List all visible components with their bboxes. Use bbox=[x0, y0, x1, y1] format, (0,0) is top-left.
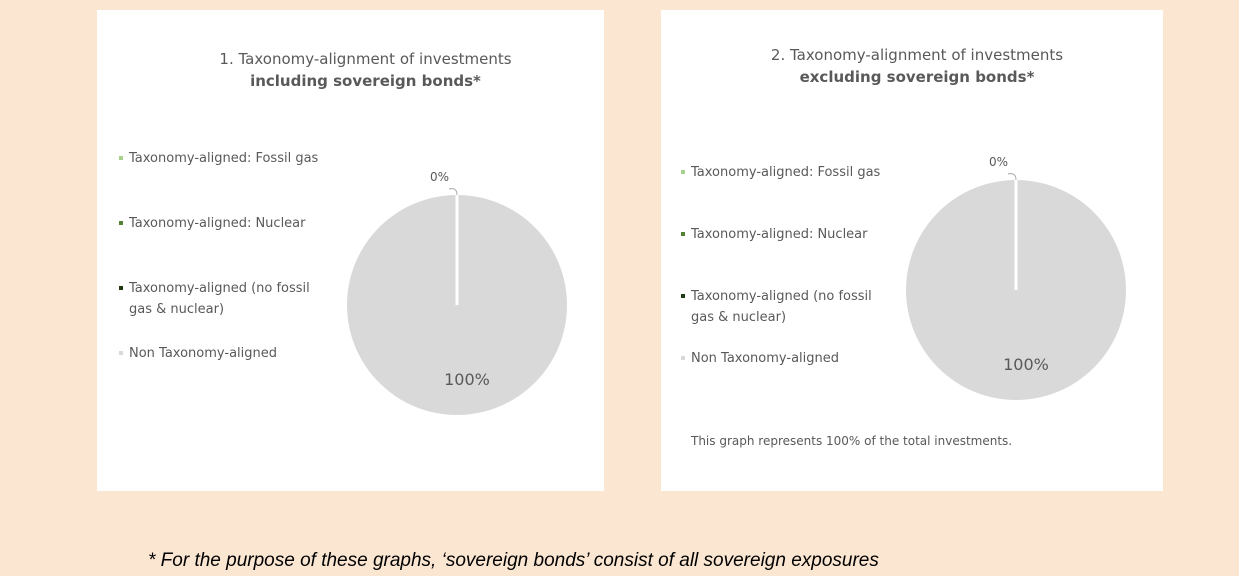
chart-subtitle: including sovereign bonds* bbox=[250, 72, 481, 90]
legend-label: Taxonomy-aligned (no fossil gas & nuclea… bbox=[691, 289, 872, 325]
legend-label: Non Taxonomy-aligned bbox=[129, 346, 277, 361]
chart-subtitle: excluding sovereign bonds* bbox=[799, 68, 1035, 86]
legend-label: Taxonomy-aligned: Fossil gas bbox=[129, 151, 319, 166]
legend: Taxonomy-aligned: Fossil gas Taxonomy-al… bbox=[681, 162, 891, 410]
chart-title-line: 2. Taxonomy-alignment of investments bbox=[770, 46, 1064, 64]
chart-note: This graph represents 100% of the total … bbox=[691, 434, 1013, 448]
legend-item: Taxonomy-aligned (no fossil gas & nuclea… bbox=[119, 278, 329, 343]
pie-chart: 0% 100% bbox=[906, 155, 1126, 400]
legend-item: Non Taxonomy-aligned bbox=[681, 348, 891, 410]
legend-item: Non Taxonomy-aligned bbox=[119, 343, 329, 408]
chart-title: 2. Taxonomy-alignment of investments exc… bbox=[671, 44, 1163, 88]
legend-swatch bbox=[681, 232, 685, 236]
legend: Taxonomy-aligned: Fossil gas Taxonomy-al… bbox=[119, 148, 329, 408]
data-label: 0% bbox=[989, 155, 1008, 169]
legend-label: Taxonomy-aligned (no fossil gas & nuclea… bbox=[129, 281, 310, 317]
chart-panel-2: 2. Taxonomy-alignment of investments exc… bbox=[661, 10, 1163, 491]
data-label: 0% bbox=[430, 170, 449, 184]
legend-item: Taxonomy-aligned (no fossil gas & nuclea… bbox=[681, 286, 891, 348]
legend-label: Taxonomy-aligned: Fossil gas bbox=[691, 165, 881, 180]
legend-swatch bbox=[681, 170, 685, 174]
chart-title-line: 1. Taxonomy-alignment of investments bbox=[219, 50, 512, 68]
legend-swatch bbox=[681, 356, 685, 360]
legend-item: Taxonomy-aligned: Nuclear bbox=[119, 213, 329, 278]
footnote: * For the purpose of these graphs, ‘sove… bbox=[148, 550, 879, 571]
data-label-leader bbox=[448, 188, 458, 196]
legend-label: Non Taxonomy-aligned bbox=[691, 351, 839, 366]
legend-label: Taxonomy-aligned: Nuclear bbox=[691, 227, 868, 242]
data-label: 100% bbox=[444, 370, 490, 389]
legend-swatch bbox=[119, 286, 123, 290]
data-label-leader bbox=[1007, 173, 1017, 181]
legend-item: Taxonomy-aligned: Nuclear bbox=[681, 224, 891, 286]
legend-item: Taxonomy-aligned: Fossil gas bbox=[119, 148, 329, 213]
data-label: 100% bbox=[1003, 355, 1049, 374]
chart-panel-1: 1. Taxonomy-alignment of investments inc… bbox=[97, 10, 604, 491]
chart-title: 1. Taxonomy-alignment of investments inc… bbox=[127, 48, 604, 92]
legend-label: Taxonomy-aligned: Nuclear bbox=[129, 216, 306, 231]
pie-chart: 0% 100% bbox=[347, 170, 567, 415]
legend-swatch bbox=[119, 351, 123, 355]
legend-swatch bbox=[119, 156, 123, 160]
legend-swatch bbox=[681, 294, 685, 298]
legend-item: Taxonomy-aligned: Fossil gas bbox=[681, 162, 891, 224]
legend-swatch bbox=[119, 221, 123, 225]
